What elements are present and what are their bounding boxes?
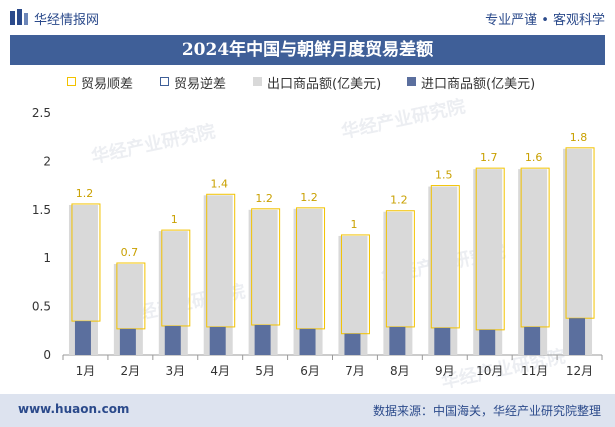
import-bar — [164, 325, 181, 355]
data-label: 1.2 — [255, 192, 273, 205]
export-bar — [428, 186, 458, 355]
x-tick-label: 6月 — [300, 364, 320, 378]
data-label: 1.7 — [480, 151, 498, 164]
import-bar — [344, 333, 361, 355]
import-bar — [569, 318, 586, 355]
x-tick-label: 10月 — [476, 364, 503, 378]
x-tick-label: 1月 — [76, 364, 96, 378]
import-bar — [389, 326, 406, 355]
footer-site: www.huaon.com — [18, 402, 130, 416]
chart-title: 2024年中国与朝鲜月度贸易差额 — [181, 40, 434, 60]
y-tick-label: 1.5 — [32, 203, 51, 217]
import-bar — [299, 328, 316, 355]
import-bar — [209, 326, 226, 355]
import-bar — [74, 321, 91, 355]
legend-label: 贸易逆差 — [174, 77, 227, 92]
x-tick-label: 2月 — [121, 364, 141, 378]
legend-swatch-import — [407, 77, 416, 86]
legend-swatch-export — [253, 77, 262, 86]
x-tick-label: 11月 — [521, 364, 548, 378]
legend-label: 进口商品额(亿美元) — [421, 77, 536, 92]
footer-source: 数据来源：中国海关，华经产业研究院整理 — [372, 404, 601, 418]
x-tick-label: 8月 — [390, 364, 410, 378]
x-tick-label: 3月 — [165, 364, 185, 378]
import-bar — [524, 326, 541, 355]
logo-icon — [10, 9, 28, 25]
data-label: 1.6 — [525, 151, 543, 164]
import-bar — [254, 324, 271, 355]
x-tick-label: 5月 — [255, 364, 275, 378]
legend: 贸易顺差 贸易逆差 出口商品额(亿美元) 进口商品额(亿美元) — [10, 71, 605, 95]
brand-name: 华经情报网 — [34, 13, 100, 28]
x-tick-label: 12月 — [566, 364, 593, 378]
legend-label: 贸易顺差 — [81, 77, 134, 92]
data-label: 1.2 — [76, 187, 94, 200]
data-label: 1.4 — [210, 177, 228, 190]
legend-label: 出口商品额(亿美元) — [267, 77, 382, 92]
data-label: 0.7 — [121, 246, 139, 259]
footer: www.huaon.com 数据来源：中国海关，华经产业研究院整理 — [0, 394, 615, 427]
y-tick-label: 0.5 — [32, 300, 51, 314]
surplus-bar — [385, 210, 415, 328]
legend-swatch-deficit — [160, 77, 169, 86]
import-bar — [479, 329, 496, 355]
slogan: 专业严谨 • 客观科学 — [485, 13, 605, 28]
export-bar — [473, 169, 503, 355]
export-bar — [518, 169, 548, 355]
y-tick-label: 0 — [43, 348, 51, 362]
y-tick-label: 2 — [43, 154, 51, 168]
surplus-bar — [206, 193, 236, 328]
data-label: 1.8 — [570, 131, 588, 144]
data-label: 1.2 — [300, 191, 318, 204]
import-bar — [119, 328, 136, 355]
x-tick-label: 7月 — [345, 364, 365, 378]
legend-swatch-surplus — [67, 77, 76, 86]
data-label: 1 — [171, 213, 178, 226]
x-tick-label: 4月 — [210, 364, 230, 378]
data-label: 1 — [350, 218, 357, 231]
y-tick-label: 2.5 — [32, 106, 51, 120]
import-bar — [434, 327, 451, 355]
y-tick-label: 1 — [43, 251, 51, 265]
surplus-bar — [520, 167, 550, 328]
top-bar: 华经情报网 专业严谨 • 客观科学 — [0, 0, 615, 34]
data-label: 1.5 — [435, 169, 453, 182]
title-bar: 2024年中国与朝鲜月度贸易差额 — [10, 35, 605, 65]
data-label: 1.2 — [390, 194, 408, 207]
x-tick-label: 9月 — [435, 364, 455, 378]
